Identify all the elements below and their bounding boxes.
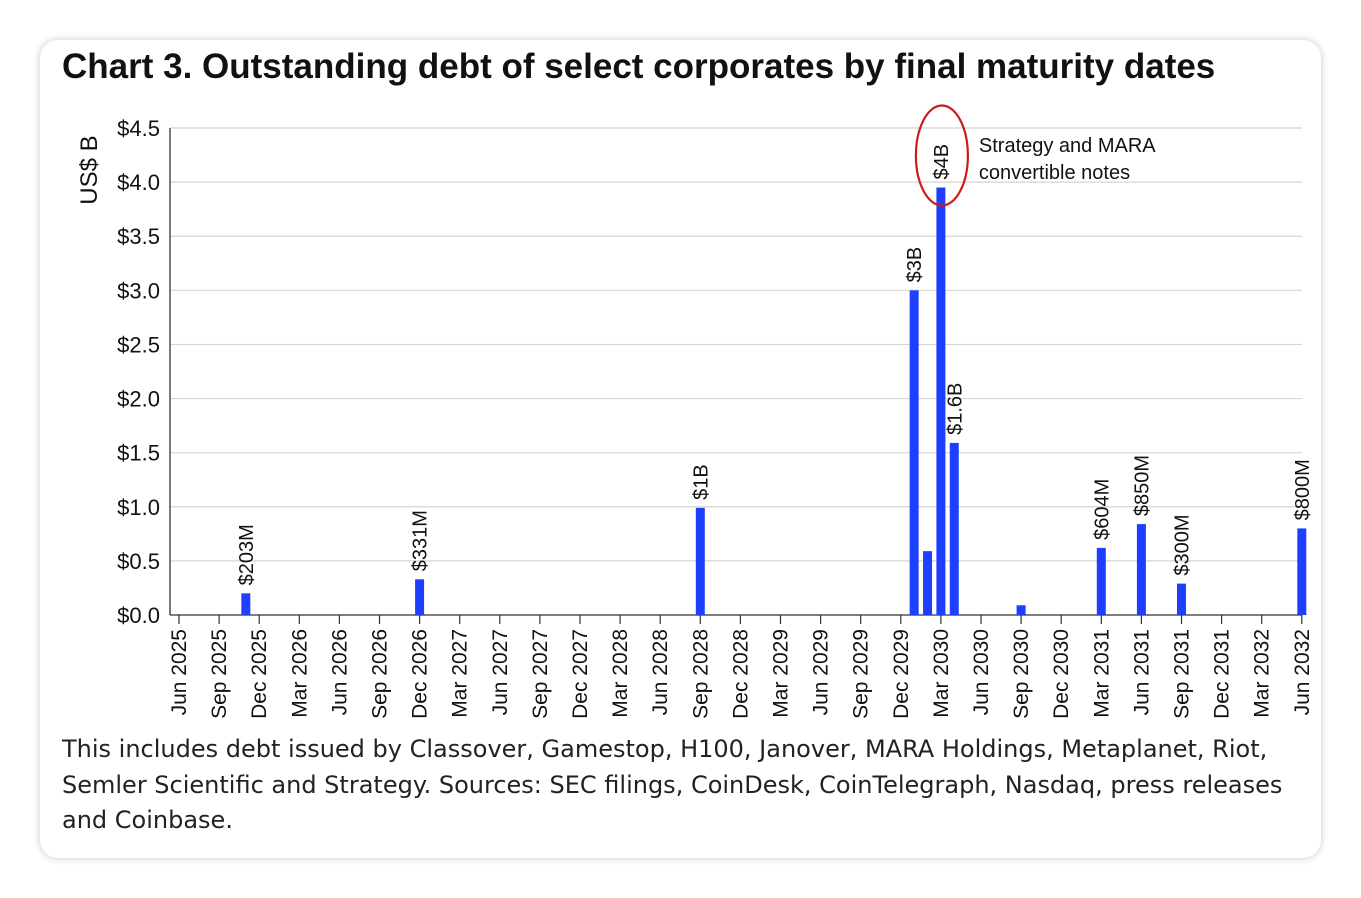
bar-value-label: $1.6B	[944, 383, 966, 435]
x-tick-label: Mar 2029	[770, 629, 793, 718]
annotation-circle	[914, 104, 970, 207]
bar-value-label: $604M	[1091, 479, 1113, 540]
bar-value-label: $331M	[410, 510, 432, 571]
x-tick-label: Mar 2031	[1090, 629, 1113, 718]
y-axis-label: US$ B	[76, 135, 103, 204]
x-tick-label: Dec 2031	[1211, 629, 1234, 719]
x-tick-label: Dec 2025	[248, 629, 271, 719]
x-tick-label: Sep 2030	[1010, 629, 1033, 719]
bar	[1297, 528, 1307, 615]
bar-value-label: $1B	[690, 464, 712, 500]
x-tick-label: Sep 2025	[208, 629, 231, 719]
bar-chart: $0.0 $0.5 $1.0 $1.5 $2.0 $2.5 $3.0 $3.5 $4.0 $4.5…	[76, 104, 1314, 719]
bar-value-label: $4B	[931, 144, 953, 180]
chart-title: Chart 3. Outstanding debt of select corp…	[62, 47, 1216, 86]
x-tick-label: Sep 2029	[850, 629, 873, 719]
y-tick-label: $1.0	[117, 495, 160, 520]
bar	[909, 290, 919, 615]
bar	[1177, 583, 1186, 615]
y-tick-label: $2.0	[117, 387, 160, 412]
bar-value-label: $800M	[1292, 459, 1314, 520]
x-tick-label: Mar 2026	[288, 629, 311, 718]
x-tick-label: Dec 2026	[409, 629, 432, 719]
bar	[415, 579, 425, 615]
bar	[1136, 524, 1146, 615]
x-tick-label: Mar 2027	[449, 629, 472, 718]
bar-value-label: $3B	[904, 247, 926, 283]
y-tick-label: $3.0	[117, 278, 160, 303]
bar	[949, 442, 959, 615]
x-tick-label: Sep 2026	[369, 629, 392, 719]
x-tick-label: Dec 2029	[890, 629, 913, 719]
bar	[241, 593, 251, 615]
x-tick-label: Dec 2030	[1050, 629, 1073, 719]
x-tick-label: Mar 2028	[609, 629, 632, 718]
bar-value-label: $850M	[1131, 455, 1153, 516]
x-tick-label: Jun 2032	[1291, 629, 1314, 715]
bar-value-label: $300M	[1172, 514, 1194, 575]
y-tick-label: $0.5	[117, 549, 160, 574]
y-tick-label: $0.0	[117, 603, 160, 628]
chart-card: Chart 3. Outstanding debt of select corp…	[40, 40, 1321, 858]
chart-caption: This includes debt issued by Classover, …	[62, 735, 1283, 834]
x-tick-label: Jun 2030	[970, 629, 993, 715]
annotation-text: Strategy and MARA	[979, 135, 1156, 157]
x-tick-label: Dec 2027	[569, 629, 592, 719]
y-tick-label: $4.5	[117, 116, 160, 141]
x-tick-label: Mar 2032	[1251, 629, 1274, 718]
x-tick-label: Jun 2029	[810, 629, 833, 715]
y-tick-label: $4.0	[117, 170, 160, 195]
annotation-text: convertible notes	[979, 162, 1130, 184]
y-tick-label: $2.5	[117, 332, 160, 357]
bar	[1016, 605, 1026, 615]
x-tick-label: Jun 2025	[168, 629, 191, 715]
bar	[1096, 547, 1106, 615]
x-tick-label: Jun 2027	[489, 629, 512, 715]
x-tick-label: Mar 2030	[930, 629, 953, 718]
x-tick-label: Jun 2031	[1130, 629, 1153, 715]
bar	[936, 187, 946, 615]
x-tick-label: Jun 2026	[328, 629, 351, 715]
x-tick-label: Sep 2031	[1171, 629, 1194, 719]
x-tick-label: Sep 2027	[529, 629, 552, 719]
bar-value-label: $203M	[236, 524, 258, 585]
y-tick-label: $3.5	[117, 224, 160, 249]
y-tick-label: $1.5	[117, 441, 160, 466]
x-tick-label: Jun 2028	[649, 629, 672, 715]
bar	[923, 551, 933, 615]
bar	[695, 507, 705, 615]
x-tick-label: Sep 2028	[689, 629, 712, 719]
x-tick-label: Dec 2028	[729, 629, 752, 719]
